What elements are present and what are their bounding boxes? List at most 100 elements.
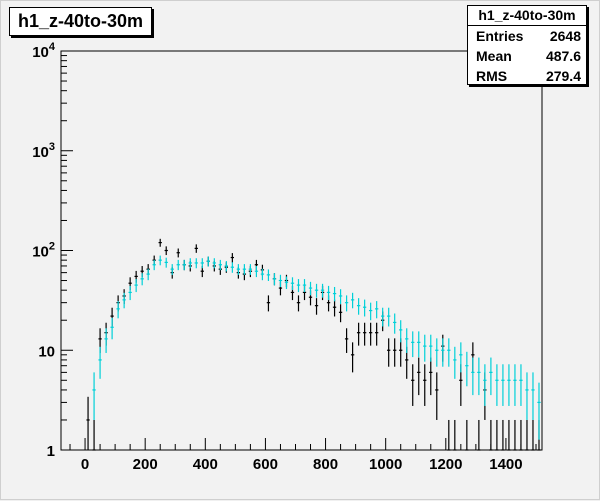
data-point: [128, 285, 132, 301]
y-tick-label: 1: [47, 443, 55, 460]
data-point: [368, 302, 373, 321]
data-point: [140, 273, 144, 286]
data-point: [134, 279, 138, 293]
stats-row-entries: Entries 2648: [468, 26, 586, 46]
data-point: [308, 281, 313, 296]
data-point: [230, 262, 235, 273]
data-point: [116, 301, 120, 319]
data-point: [110, 317, 114, 340]
data-point: [513, 419, 517, 451]
data-point: [459, 342, 463, 373]
data-point: [344, 328, 349, 353]
x-tick-label: 1000: [369, 456, 402, 473]
data-point: [399, 338, 403, 367]
statistics-box-title: h1_z-40to-30m: [468, 6, 586, 26]
data-point: [212, 258, 216, 269]
data-point: [465, 351, 469, 387]
data-point: [495, 419, 499, 451]
data-point: [296, 279, 301, 293]
x-tick-label: 800: [313, 456, 338, 473]
data-point: [368, 322, 373, 346]
data-point: [356, 322, 361, 346]
data-point: [92, 372, 96, 420]
data-point: [122, 292, 126, 309]
data-point: [531, 372, 535, 420]
data-point: [495, 364, 499, 406]
data-point: [525, 419, 529, 451]
data-point: [429, 334, 433, 362]
data-point: [284, 276, 289, 290]
data-point: [435, 338, 439, 367]
data-point: [332, 286, 337, 302]
y-tick-label: 10: [38, 343, 55, 360]
data-point: [423, 364, 427, 406]
data-point: [194, 258, 198, 269]
stats-value: 487.6: [545, 48, 581, 64]
stats-row-rms: RMS 279.4: [468, 66, 586, 86]
data-point: [417, 331, 421, 358]
stats-label: RMS: [476, 68, 508, 84]
data-point: [86, 396, 90, 450]
data-point: [489, 419, 493, 451]
data-point: [152, 259, 156, 271]
data-point: [158, 255, 162, 266]
data-point: [350, 342, 355, 373]
data-point: [332, 299, 337, 317]
data-point: [501, 419, 505, 451]
y-tick-label: 104: [32, 41, 56, 61]
data-point: [393, 313, 397, 334]
data-point: [338, 304, 343, 323]
data-point: [338, 289, 343, 305]
data-point: [194, 244, 198, 253]
data-point: [188, 258, 192, 269]
stats-label: Mean: [476, 48, 512, 64]
data-point: [164, 246, 168, 256]
data-point: [146, 268, 150, 281]
data-point: [266, 295, 271, 312]
data-point: [254, 266, 259, 278]
data-point: [302, 279, 307, 293]
y-tick-label: 102: [32, 241, 55, 261]
x-tick-label: 400: [193, 456, 218, 473]
data-point: [260, 268, 265, 281]
data-point: [176, 259, 180, 271]
data-point: [266, 269, 271, 282]
data-point: [387, 307, 391, 327]
x-tick-label: 600: [253, 456, 278, 473]
data-point: [411, 364, 415, 406]
data-point: [477, 357, 481, 396]
data-point: [453, 419, 457, 451]
data-point: [399, 320, 403, 343]
data-point: [447, 338, 451, 367]
data-point: [362, 322, 367, 346]
stats-row-mean: Mean 487.6: [468, 46, 586, 66]
data-point: [158, 238, 162, 247]
x-tick-label: 1400: [489, 456, 522, 473]
data-point: [164, 257, 168, 268]
histogram-title: h1_z-40to-30m: [9, 7, 153, 36]
data-point: [423, 334, 427, 362]
data-point: [344, 295, 349, 312]
data-point: [435, 372, 439, 420]
data-point: [314, 298, 319, 315]
data-point: [507, 364, 511, 406]
data-point: [519, 419, 523, 451]
x-tick-label: 0: [81, 456, 89, 473]
data-point: [405, 328, 409, 353]
data-point: [537, 382, 541, 440]
x-tick-label: 1200: [429, 456, 462, 473]
data-point: [104, 328, 108, 353]
data-point: [230, 253, 235, 263]
data-point: [513, 364, 517, 406]
data-point: [501, 364, 505, 406]
data-point: [429, 357, 433, 396]
data-point: [278, 274, 283, 288]
data-point: [489, 357, 493, 396]
data-point: [417, 357, 421, 396]
data-point: [218, 259, 222, 271]
data-point: [393, 338, 397, 367]
data-point: [525, 372, 529, 420]
data-point: [248, 264, 253, 275]
data-point: [411, 331, 415, 358]
